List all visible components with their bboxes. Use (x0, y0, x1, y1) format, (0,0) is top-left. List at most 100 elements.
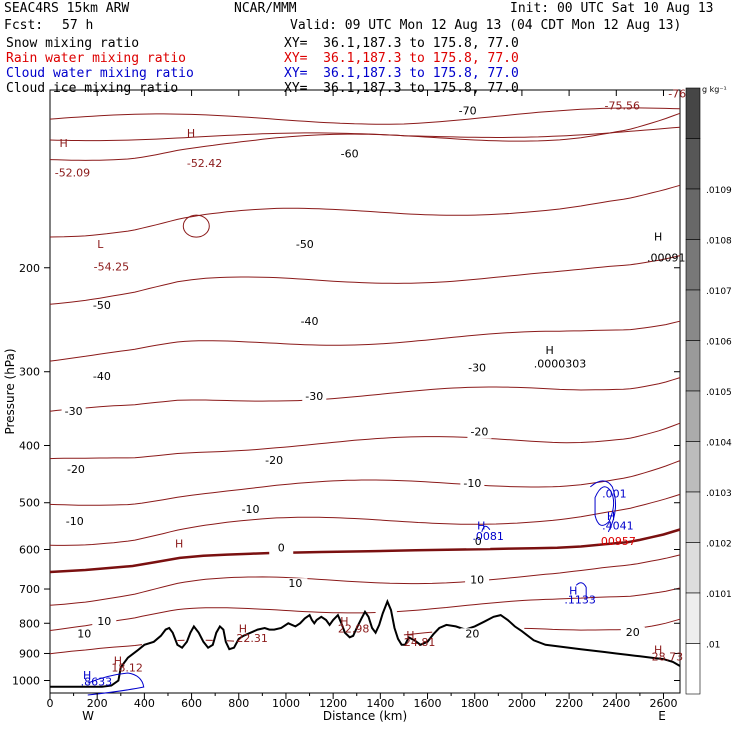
y-tick-label: 500 (19, 497, 40, 510)
extremum-label: 28.73 (652, 650, 684, 663)
colorbar-segment (685, 188, 701, 240)
y-tick-label: 800 (19, 617, 40, 630)
extremum-label: H (654, 643, 662, 656)
extremum-label: .00957 (597, 535, 636, 548)
y-tick-label: 400 (19, 440, 40, 453)
isotherm-label: -60 (341, 147, 359, 160)
extremum-label: 22.98 (338, 623, 370, 636)
x-axis-title: Distance (km) (323, 709, 407, 723)
extremum-label: 22.31 (236, 632, 267, 645)
field-rain-name: Rain water mixing ratio (6, 51, 187, 66)
contour-label-bg (466, 536, 491, 549)
x-tick-label: 200 (87, 697, 108, 710)
colorbar-segment (685, 87, 701, 139)
cloud-water-contour (594, 486, 615, 526)
isotherm-line (49, 126, 681, 142)
colorbar-label: .01 (706, 641, 720, 651)
init-time: Init: 00 UTC Sat 10 Aug 13 (510, 1, 714, 16)
isotherm-label: 0 (278, 542, 285, 555)
isotherm-label: -10 (242, 503, 260, 516)
extremum-label: -54.25 (94, 260, 129, 273)
isotherm-label: 10 (97, 615, 111, 628)
extremum-label: .0000303 (534, 357, 587, 370)
isotherm-label: -30 (65, 405, 83, 418)
isotherm-label: -70 (459, 104, 477, 117)
zero-isotherm (49, 528, 681, 574)
isotherm-label: -40 (93, 370, 111, 383)
plot-frame (49, 89, 681, 694)
contour-label-bg (465, 362, 490, 375)
colorbar-segment (685, 542, 701, 594)
x-tick-label: 0 (47, 697, 54, 710)
contour-label-bg (238, 503, 263, 516)
left-end-label: W (82, 709, 94, 723)
contour-label-bg (455, 105, 480, 118)
colorbar-segment (685, 289, 701, 341)
field-snow-xy: XY= 36.1,187.3 to 175.8, 77.0 (284, 36, 519, 51)
extremum-label: 24.81 (404, 636, 436, 649)
isotherm-line (49, 377, 681, 412)
y-tick-label: 200 (19, 262, 40, 275)
colorbar-segment (685, 340, 701, 392)
extremum-label: H (83, 669, 91, 682)
isotherm-label: -10 (463, 477, 481, 490)
extremum-label: .0081 (472, 530, 504, 543)
y-tick-label: 600 (19, 543, 40, 556)
field-cloud-ice-name: Cloud ice mixing ratio (6, 81, 179, 96)
contour-label-bg (63, 463, 88, 476)
y-tick-label: 700 (19, 583, 40, 596)
x-tick-label: 600 (181, 697, 202, 710)
isotherm-label: -30 (468, 362, 486, 375)
extremum-label: H (546, 344, 554, 357)
isotherm-line (49, 255, 681, 305)
colorbar-label: .0109 (706, 186, 732, 196)
extremum-label: H (406, 629, 414, 642)
isotherm-label: -40 (301, 315, 319, 328)
colorbar-label: .0101 (706, 590, 732, 600)
contour-label-bg (89, 371, 114, 384)
colorbar-segment (685, 239, 701, 291)
colorbar-segment (685, 592, 701, 644)
cloud-water-contour (590, 480, 617, 533)
contour-label-bg (460, 628, 485, 641)
extremum-label: H (114, 655, 122, 668)
extremum-label: H (175, 537, 183, 550)
x-tick-label: 1400 (366, 697, 394, 710)
extremum-label: H (239, 623, 247, 636)
extremum-label: .8633 (81, 676, 113, 689)
contour-label-bg (620, 626, 645, 639)
extremum-label: .4041 (602, 519, 634, 532)
isotherm-line (49, 107, 681, 125)
extremum-label: 18.12 (111, 661, 143, 674)
colorbar-segment (685, 138, 701, 190)
colorbar-segment (685, 441, 701, 493)
isotherm-label: 0 (475, 535, 482, 548)
x-tick-label: 1600 (414, 697, 442, 710)
extremum-label: H (59, 137, 67, 150)
isotherm-label: -20 (265, 454, 283, 467)
x-tick-label: 400 (134, 697, 155, 710)
y-tick-label: 1000 (12, 674, 40, 687)
fcst-label: Fcst: (4, 18, 44, 33)
field-rain-xy: XY= 36.1,187.3 to 175.8, 77.0 (284, 51, 519, 66)
contour-label-bg (297, 315, 322, 328)
isotherm-line (49, 460, 681, 506)
cloud-water-contour (87, 672, 145, 696)
isotherm-label: -20 (67, 463, 85, 476)
extremum-label: H (654, 231, 662, 244)
contour-label-bg (61, 405, 86, 418)
isotherm-line (49, 184, 681, 238)
isotherm-label: -10 (66, 515, 84, 528)
y-tick-label: 300 (19, 366, 40, 379)
colorbar-label: .0105 (706, 388, 732, 398)
extremum-label: H (477, 519, 485, 532)
y-axis-title: Pressure (hPa) (3, 348, 17, 434)
x-tick-label: 1000 (272, 697, 300, 710)
x-tick-label: 2400 (602, 697, 630, 710)
colorbar-label: .0102 (706, 540, 732, 550)
colorbar-segment (685, 390, 701, 442)
isotherm-label: -30 (305, 390, 323, 403)
x-tick-label: 2600 (649, 697, 677, 710)
isotherm-line (49, 618, 681, 655)
